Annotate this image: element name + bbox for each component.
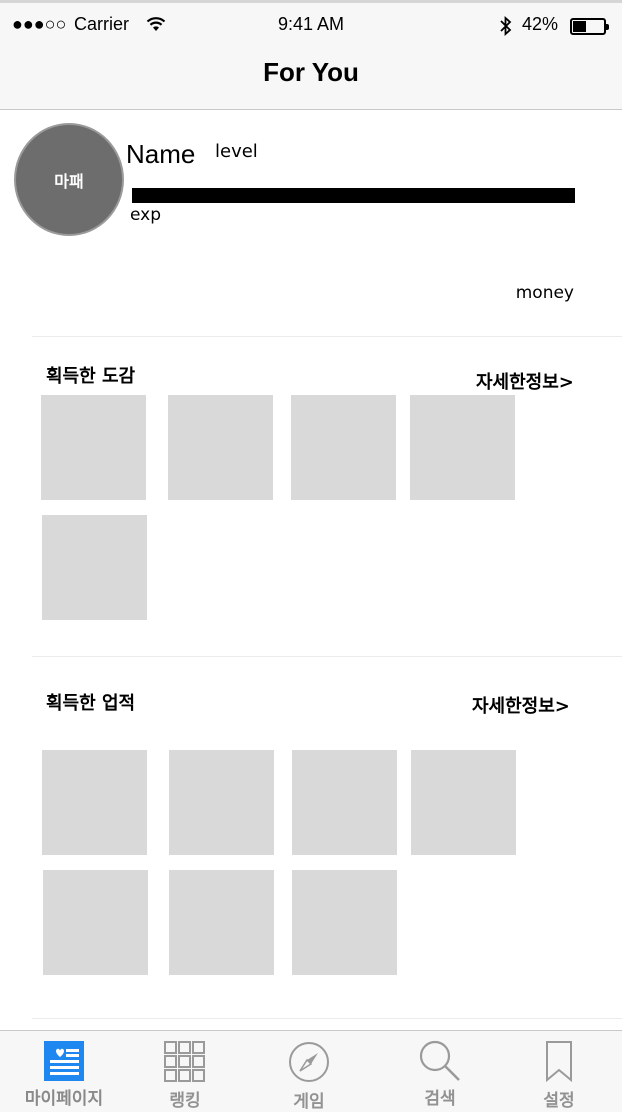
tab-label: 랭킹 — [169, 1091, 201, 1111]
battery-percentage: 42% — [522, 14, 559, 34]
collection-item[interactable] — [410, 395, 515, 500]
section-divider — [32, 1018, 622, 1019]
status-bar: ●●●○○ Carrier 9:41 AM 42% — [0, 0, 622, 48]
bookmark-icon — [546, 1041, 572, 1082]
page-title: For You — [263, 57, 359, 87]
tab-mypage[interactable]: 마이페이지 — [2, 1031, 126, 1112]
avatar-label: 마패 — [54, 171, 84, 191]
carrier-label: Carrier — [74, 14, 130, 34]
compass-icon — [289, 1042, 329, 1082]
avatar[interactable]: 마패 — [14, 123, 124, 236]
achievement-item[interactable] — [292, 750, 397, 855]
user-name: Name — [126, 139, 196, 169]
section-divider — [32, 656, 622, 657]
collection-item[interactable] — [291, 395, 396, 500]
tab-bar: 마이페이지 랭킹 게임 검색 설정 — [0, 1030, 622, 1112]
navigation-bar: For You — [0, 48, 622, 110]
wifi-icon — [146, 17, 166, 31]
tab-search[interactable]: 검색 — [378, 1031, 502, 1112]
bluetooth-icon — [500, 16, 512, 36]
collection-item[interactable] — [168, 395, 273, 500]
collection-title: 획득한 도감 — [46, 366, 136, 387]
money-label: money — [515, 283, 574, 303]
tab-label: 게임 — [293, 1092, 325, 1112]
search-icon — [419, 1040, 460, 1081]
exp-progress-bar — [132, 188, 575, 203]
collection-item[interactable] — [42, 515, 147, 620]
tab-game[interactable]: 게임 — [247, 1031, 371, 1112]
achievement-item[interactable] — [169, 750, 274, 855]
achievements-detail-link[interactable]: 자세한정보> — [472, 696, 570, 717]
achievement-item[interactable] — [42, 750, 147, 855]
achievement-item[interactable] — [169, 870, 274, 975]
tab-label: 설정 — [543, 1091, 575, 1111]
achievement-item[interactable] — [411, 750, 516, 855]
tab-label: 검색 — [424, 1089, 456, 1109]
battery-icon — [570, 18, 609, 35]
achievement-item[interactable] — [43, 870, 148, 975]
tab-ranking[interactable]: 랭킹 — [123, 1031, 247, 1112]
exp-label: exp — [130, 205, 162, 225]
signal-strength-icon: ●●●○○ — [12, 14, 67, 34]
collection-detail-link[interactable]: 자세한정보> — [476, 372, 574, 393]
grid-icon — [164, 1041, 205, 1082]
mypage-icon — [44, 1041, 84, 1081]
section-divider — [32, 336, 622, 337]
tab-settings[interactable]: 설정 — [497, 1031, 621, 1112]
user-level: level — [215, 141, 258, 162]
tab-label: 마이페이지 — [24, 1089, 104, 1109]
clock: 9:41 AM — [277, 14, 345, 34]
achievement-item[interactable] — [292, 870, 397, 975]
collection-item[interactable] — [41, 395, 146, 500]
battery-level — [573, 21, 586, 32]
achievements-title: 획득한 업적 — [46, 693, 136, 714]
